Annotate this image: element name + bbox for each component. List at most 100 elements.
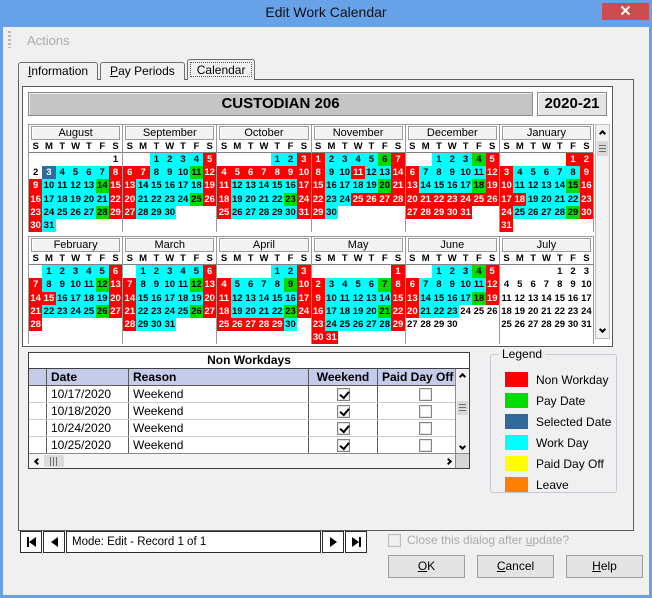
day-cell[interactable]: 3 (176, 153, 190, 167)
day-cell[interactable]: 20 (539, 192, 554, 206)
row-selector-cell[interactable] (29, 403, 47, 419)
day-cell[interactable]: 4 (217, 166, 231, 180)
day-cell[interactable]: 17 (297, 179, 311, 193)
day-cell[interactable]: 6 (526, 278, 540, 292)
day-cell[interactable]: 23 (324, 192, 339, 206)
day-cell[interactable]: 15 (270, 179, 284, 193)
day-cell[interactable]: 2 (283, 265, 298, 279)
day-cell[interactable]: 4 (189, 153, 204, 167)
day-cell[interactable]: 28 (418, 317, 433, 332)
day-cell[interactable]: 24 (579, 304, 594, 318)
day-cell[interactable]: 9 (445, 278, 459, 292)
day-cell[interactable]: 15 (136, 291, 150, 305)
day-cell[interactable]: 30 (29, 218, 43, 233)
day-cell[interactable]: 17 (68, 291, 83, 305)
day-cell[interactable]: 10 (297, 278, 311, 292)
day-cell[interactable]: 6 (82, 166, 96, 180)
day-cell[interactable]: 13 (539, 179, 554, 193)
table-scroll-left-button[interactable] (29, 454, 43, 468)
table-scroll-right-button[interactable] (442, 454, 456, 468)
day-cell[interactable]: 17 (458, 291, 473, 305)
day-cell[interactable]: 9 (29, 179, 43, 193)
day-cell[interactable]: 6 (108, 265, 123, 279)
day-cell[interactable]: 12 (95, 278, 109, 292)
toolbar-grip[interactable] (8, 31, 11, 48)
day-cell[interactable]: 10 (458, 166, 473, 180)
close-button[interactable] (602, 3, 649, 20)
day-cell[interactable]: 2 (324, 153, 339, 167)
day-cell[interactable]: 7 (257, 278, 271, 292)
day-cell[interactable]: 11 (189, 166, 204, 180)
day-cell[interactable]: 2 (311, 278, 325, 292)
day-cell[interactable]: 21 (95, 192, 109, 206)
day-cell[interactable]: 23 (579, 192, 594, 206)
day-cell[interactable]: 6 (364, 278, 379, 292)
day-cell[interactable]: 16 (283, 179, 298, 193)
cancel-button[interactable]: Cancel (477, 555, 554, 578)
day-cell[interactable]: 5 (513, 278, 527, 292)
day-cell[interactable]: 23 (163, 192, 177, 206)
day-cell[interactable]: 24 (458, 192, 473, 206)
day-cell[interactable]: 11 (217, 291, 231, 305)
day-cell[interactable]: 22 (136, 304, 150, 318)
day-cell[interactable]: 5 (364, 153, 379, 167)
day-cell[interactable]: 29 (391, 317, 405, 332)
day-cell[interactable]: 28 (257, 317, 271, 332)
day-cell[interactable]: 16 (579, 179, 594, 193)
day-cell[interactable]: 8 (566, 166, 580, 180)
day-cell[interactable]: 28 (553, 205, 567, 219)
day-cell[interactable]: 2 (55, 265, 69, 279)
day-cell[interactable]: 10 (579, 278, 594, 292)
day-cell[interactable]: 12 (364, 166, 379, 180)
day-cell[interactable]: 21 (418, 192, 433, 206)
close-after-update-checkbox[interactable]: Close this dialog after update? (388, 533, 569, 547)
day-cell[interactable]: 26 (485, 304, 499, 318)
day-cell[interactable]: 4 (82, 265, 96, 279)
day-cell[interactable]: 3 (324, 278, 339, 292)
table-row[interactable]: 10/17/2020 Weekend (29, 386, 469, 403)
day-cell[interactable]: 18 (513, 192, 527, 206)
day-cell[interactable]: 18 (189, 179, 204, 193)
day-cell[interactable]: 22 (149, 192, 164, 206)
day-cell[interactable]: 8 (391, 278, 405, 292)
day-cell[interactable]: 28 (29, 317, 43, 332)
day-cell[interactable]: 29 (432, 317, 446, 332)
day-cell[interactable]: 8 (432, 166, 446, 180)
day-cell[interactable]: 26 (68, 205, 83, 219)
calendar-scrollbar-thumb[interactable] (597, 141, 608, 156)
day-cell[interactable]: 5 (203, 153, 217, 167)
day-cell[interactable]: 13 (526, 291, 540, 305)
day-cell[interactable]: 25 (472, 304, 486, 318)
day-cell[interactable]: 5 (485, 153, 499, 167)
day-cell[interactable]: 30 (283, 317, 298, 332)
day-cell[interactable]: 31 (458, 205, 473, 219)
day-cell[interactable]: 7 (418, 278, 433, 292)
day-cell[interactable]: 29 (270, 317, 284, 332)
day-cell[interactable]: 24 (499, 205, 514, 219)
day-cell[interactable]: 25 (217, 317, 231, 332)
day-cell[interactable]: 25 (472, 192, 486, 206)
day-cell[interactable]: 25 (176, 304, 190, 318)
day-cell[interactable]: 17 (297, 291, 311, 305)
day-cell[interactable]: 22 (432, 304, 446, 318)
day-cell[interactable]: 10 (42, 179, 56, 193)
day-cell[interactable]: 19 (526, 192, 540, 206)
day-cell[interactable]: 2 (445, 265, 459, 279)
day-cell[interactable]: 26 (230, 317, 244, 332)
day-cell[interactable]: 26 (95, 304, 109, 318)
day-cell[interactable]: 28 (257, 205, 271, 219)
day-cell[interactable]: 25 (351, 192, 365, 206)
day-cell[interactable]: 26 (351, 317, 365, 332)
day-cell[interactable]: 17 (163, 291, 177, 305)
day-cell[interactable]: 8 (270, 166, 284, 180)
weekend-checkbox[interactable] (336, 439, 350, 452)
day-cell[interactable]: 31 (324, 331, 339, 345)
day-cell[interactable]: 18 (351, 179, 365, 193)
day-cell[interactable]: 30 (445, 205, 459, 219)
day-cell[interactable]: 22 (42, 304, 56, 318)
day-cell[interactable]: 2 (445, 153, 459, 167)
scroll-up-button[interactable] (596, 125, 609, 139)
weekend-checkbox[interactable] (336, 405, 350, 418)
day-cell[interactable]: 18 (82, 291, 96, 305)
day-cell[interactable]: 7 (257, 166, 271, 180)
